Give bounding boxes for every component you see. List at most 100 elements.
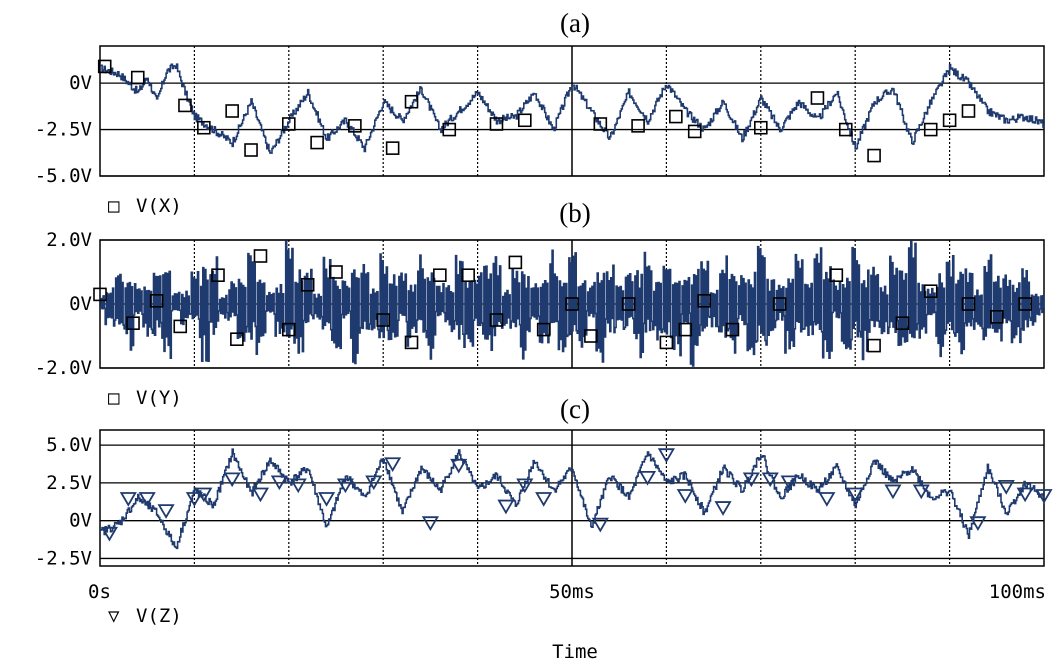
data-marker-triangle [251,487,270,503]
y-tick-label: 2.0V [46,229,92,251]
data-marker-square [669,109,683,124]
data-marker-triangle [100,526,119,542]
data-marker-square [489,313,504,327]
data-marker-square [329,265,343,279]
data-marker-triangle [450,458,468,474]
data-marker-triangle [1035,489,1053,504]
data-marker-square [348,119,362,133]
data-marker-triangle [761,472,779,488]
data-marker-triangle [591,517,609,533]
data-marker-triangle [289,478,307,494]
data-marker-triangle [336,478,355,494]
y-tick-label: 5.0V [46,434,92,456]
legend-entry: ▽ V(Z) [108,605,182,627]
data-marker-square [508,255,523,270]
legend-triangle-icon: ▽ [108,605,120,627]
data-marker-square [173,319,188,334]
data-marker-triangle [1016,487,1034,503]
data-marker-square [404,335,419,350]
y-tick-label: -2.5V [35,547,92,569]
data-marker-triangle [516,478,534,494]
data-marker-triangle [884,484,902,500]
data-marker-square [867,338,881,353]
data-marker-triangle [119,492,137,507]
y-tick-label: 0V [69,293,92,315]
data-marker-square [829,268,844,283]
y-tick-label: -5.0V [35,165,92,187]
data-marker-square [253,249,268,263]
data-marker-square [621,297,636,311]
data-marker-triangle [384,457,402,473]
data-marker-square [565,297,579,311]
data-marker-square [230,332,244,347]
y-tick-label: 0V [69,510,92,532]
data-marker-square [697,293,711,308]
data-marker-square [300,277,315,292]
data-marker-square [772,297,787,311]
data-marker-square [867,148,881,163]
data-marker-triangle [676,489,694,504]
x-tick-label: 0s [88,581,111,603]
data-marker-triangle [195,487,213,503]
chart-panel-3: 5.0V 2.5V 0V -2.5V [35,429,1053,569]
data-marker-square [385,141,400,155]
series-line [100,63,1045,154]
data-marker-triangle [742,472,760,488]
data-marker-square [404,94,419,109]
chart-panel-2: 2.0V 0V -2.0V [35,229,1045,379]
data-marker-square [687,124,702,139]
data-marker-square [310,135,324,150]
data-marker-square [126,316,140,331]
y-tick-label: 2.5V [46,472,92,494]
data-marker-square [93,287,107,302]
data-marker-triangle [912,484,930,500]
data-marker-square [225,104,239,118]
data-marker-triangle [638,470,657,486]
data-marker-square [584,329,598,343]
data-marker-square [281,322,296,337]
y-tick-label: -2.5V [35,119,92,141]
data-marker-square [923,122,938,137]
legend-entry: □ V(Y) [108,387,182,409]
data-marker-triangle [223,472,241,488]
data-marker-square [149,293,164,308]
legend-label: V(X) [136,195,182,217]
data-marker-triangle [138,492,156,507]
panel-label: (a) [560,8,590,38]
data-marker-square [961,104,976,118]
data-marker-square [678,322,693,337]
series-line [100,240,1045,367]
data-marker-triangle [780,475,798,491]
data-marker-square [244,143,258,157]
data-marker-square [631,119,645,133]
data-marker-square [1018,297,1032,311]
y-tick-label: 0V [69,72,92,94]
data-marker-square [961,297,976,311]
panel-label: (b) [559,198,590,228]
data-marker-square [281,117,296,131]
data-marker-square [593,117,608,131]
data-marker-square [211,268,225,283]
data-marker-triangle [157,504,175,519]
data-marker-triangle [997,480,1015,495]
chart-panel-1: 0V -2.5V -5.0V [35,45,1045,187]
panel-label: (c) [560,394,590,424]
data-marker-triangle [270,475,288,491]
data-marker-square [178,98,192,113]
data-marker-square [753,120,768,135]
data-marker-square [536,322,551,337]
y-tick-label: -2.0V [35,357,92,379]
legend-entry: □ V(X) [108,195,182,217]
data-marker-triangle [185,492,203,507]
data-marker-triangle [535,492,553,507]
data-marker-triangle [421,516,439,531]
x-tick-label: 100ms [989,581,1046,603]
data-marker-square [97,59,112,74]
data-marker-triangle [714,501,732,516]
data-marker-square [130,70,145,85]
data-marker-triangle [657,448,675,463]
data-marker-triangle [317,492,336,507]
legend-square-icon: □ [108,387,120,409]
legend-label: V(Z) [136,605,182,627]
